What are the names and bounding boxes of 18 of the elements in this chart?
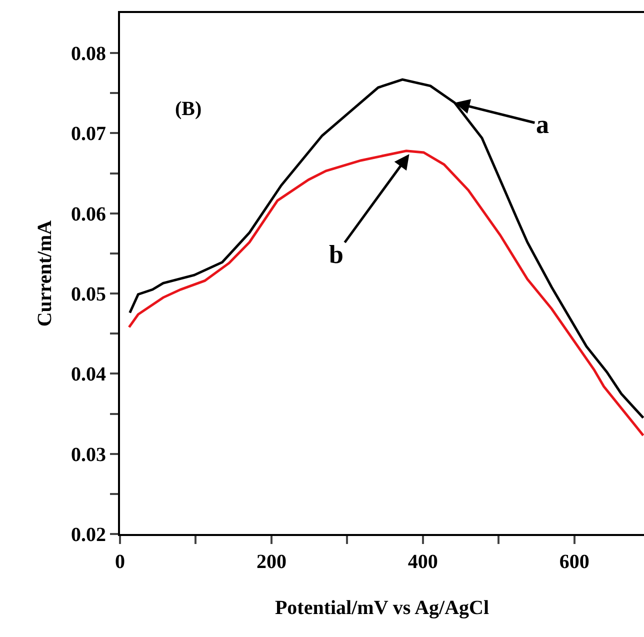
y-tick-label: 0.02: [71, 524, 106, 546]
x-tick-label: 0: [115, 551, 125, 573]
x-axis-title: Potential/mV vs Ag/AgCl: [274, 597, 490, 619]
annotation: a: [536, 110, 549, 139]
y-tick-label: 0.08: [71, 43, 106, 66]
y-tick-label: 0.06: [71, 203, 106, 226]
annotation: (B): [175, 98, 202, 120]
x-tick-label: 400: [408, 551, 438, 573]
line-series: [128, 78, 644, 420]
y-tick-label: 0.04: [71, 364, 106, 386]
annotation: b: [329, 240, 344, 269]
x-tick-label: 200: [256, 551, 286, 573]
x-tick-label: 600: [559, 551, 590, 573]
y-tick-label: 0.03: [71, 444, 106, 466]
y-axis-title: Current/mA: [34, 220, 56, 327]
y-tick-label: 0.07: [71, 123, 106, 146]
y-tick-label: 0.05: [71, 284, 106, 306]
line-series: [128, 150, 644, 437]
